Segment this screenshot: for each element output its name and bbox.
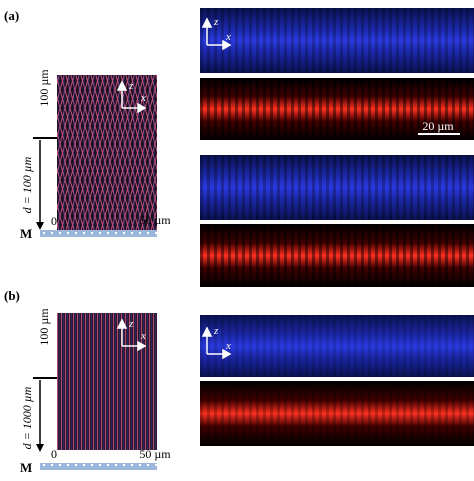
simulation-image: [57, 313, 157, 450]
axis-icon: [116, 318, 147, 352]
axis-label: z: [213, 16, 219, 28]
x-end: 50 µm: [139, 447, 171, 461]
stripes: [200, 315, 474, 377]
stripes: [200, 224, 474, 287]
panel-label: (a): [4, 8, 19, 23]
axis-label: x: [225, 340, 231, 352]
stripes: [200, 155, 474, 220]
scale-bar-label: 20 µm: [422, 119, 454, 133]
mirror-label: M: [20, 226, 32, 241]
simulation-image: [57, 75, 157, 230]
stripes: [200, 8, 474, 73]
arrowhead: [36, 444, 44, 452]
height-label: 100 µm: [37, 308, 51, 346]
arrowhead: [36, 222, 44, 230]
stripes: [200, 381, 474, 446]
distance-label: d = 1000 µm: [20, 386, 34, 449]
axis-label: z: [213, 325, 219, 337]
panel-label: (b): [4, 288, 20, 303]
axis-label: x: [225, 31, 231, 43]
height-label: 100 µm: [37, 69, 51, 107]
x-start: 0: [51, 447, 57, 461]
axis-label: x: [140, 92, 146, 104]
x-end: 50 µm: [139, 213, 171, 227]
x-start: 0: [51, 214, 57, 228]
mirror: [40, 463, 157, 470]
stripes: [200, 78, 474, 140]
axis-label: z: [128, 80, 134, 92]
mirror: [40, 230, 157, 237]
axis-icon: [201, 17, 232, 51]
axis-label: x: [140, 330, 146, 342]
axis-icon: [116, 80, 147, 114]
axis-label: z: [128, 318, 134, 330]
axis-icon: [201, 326, 232, 360]
distance-label: d = 100 µm: [20, 156, 34, 213]
mirror-label: M: [20, 460, 32, 475]
